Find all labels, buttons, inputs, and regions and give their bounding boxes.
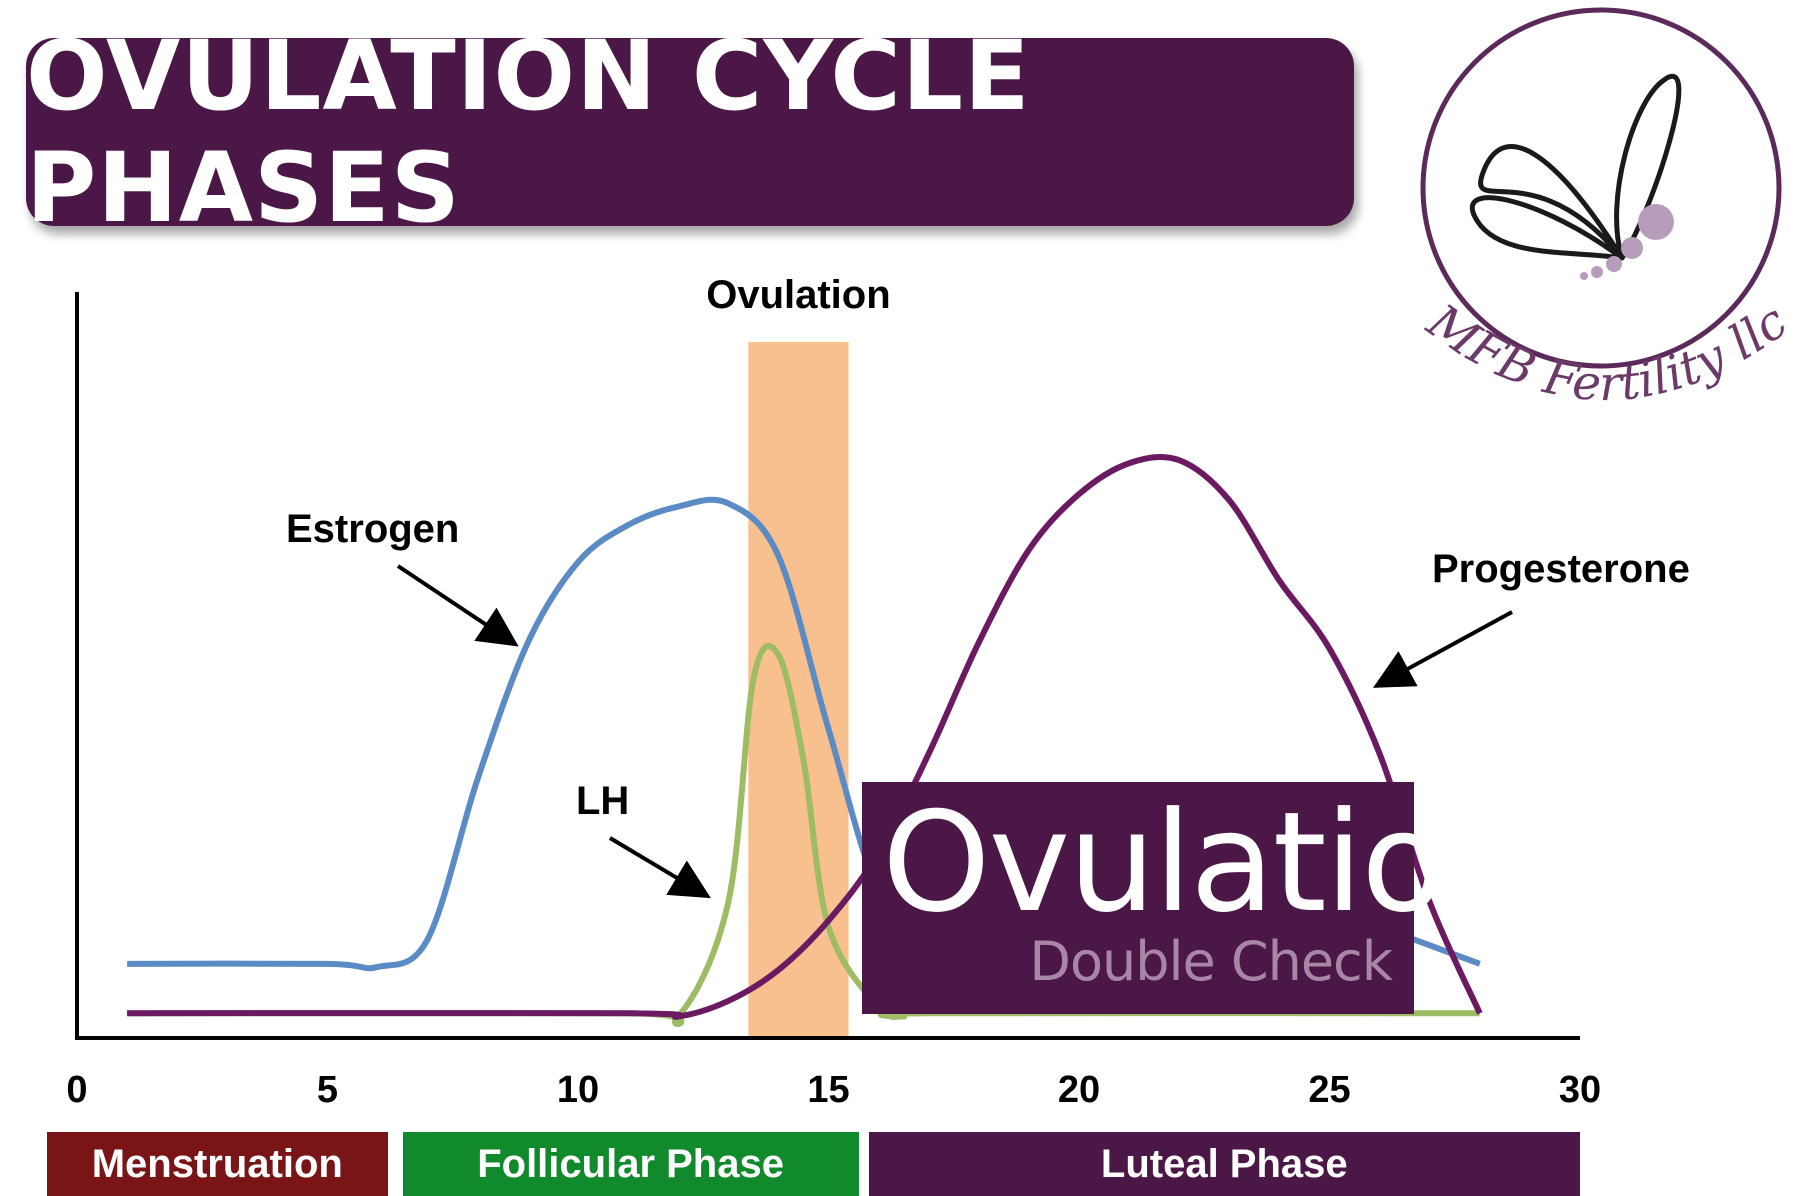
lh-label: LH: [576, 779, 629, 823]
ovulation-band: [748, 342, 849, 1038]
phase-label: Menstruation: [91, 1141, 343, 1186]
page-title: OVULATION CYCLE PHASES: [26, 20, 1031, 244]
progesterone-label: Progesterone: [1432, 547, 1690, 591]
ovulation-double-check-badge: Ovulation Double Check: [862, 782, 1531, 1014]
x-tick-label: 30: [1559, 1069, 1601, 1111]
estrogen-arrow: [396, 564, 519, 647]
title-banner: OVULATION CYCLE PHASES: [26, 20, 1354, 244]
estrogen-label: Estrogen: [286, 507, 459, 551]
lh-arrow: [608, 836, 711, 899]
x-tick-label: 15: [807, 1069, 849, 1111]
phase-bar-menstruation: Menstruation: [46, 1132, 388, 1196]
phase-label: Follicular Phase: [477, 1141, 784, 1186]
x-tick-label: 20: [1058, 1069, 1100, 1111]
phase-bar-luteal-phase: Luteal Phase: [868, 1132, 1580, 1196]
logo-text: MFB Fertility llc: [1417, 293, 1798, 412]
phase-bar-follicular-phase: Follicular Phase: [402, 1132, 859, 1196]
series-line-progesterone: [127, 453, 1483, 1020]
progesterone-arrow: [1372, 610, 1513, 688]
x-tick-label: 25: [1308, 1069, 1350, 1111]
x-tick-label: 0: [66, 1069, 87, 1111]
phase-label: Luteal Phase: [1100, 1141, 1348, 1186]
butterfly-icon: [1469, 74, 1682, 261]
mfb-fertility-logo: MFB Fertility llc: [1417, 7, 1798, 412]
badge-subtitle: Double Check: [1029, 930, 1393, 993]
x-tick-label: 5: [317, 1069, 338, 1111]
x-tick-labels: 0 5 10 15 20 25 30: [66, 1069, 1601, 1111]
ovulation-band-label: Ovulation: [706, 273, 890, 317]
x-tick-label: 10: [557, 1069, 599, 1111]
badge-title: Ovulation: [882, 782, 1531, 943]
